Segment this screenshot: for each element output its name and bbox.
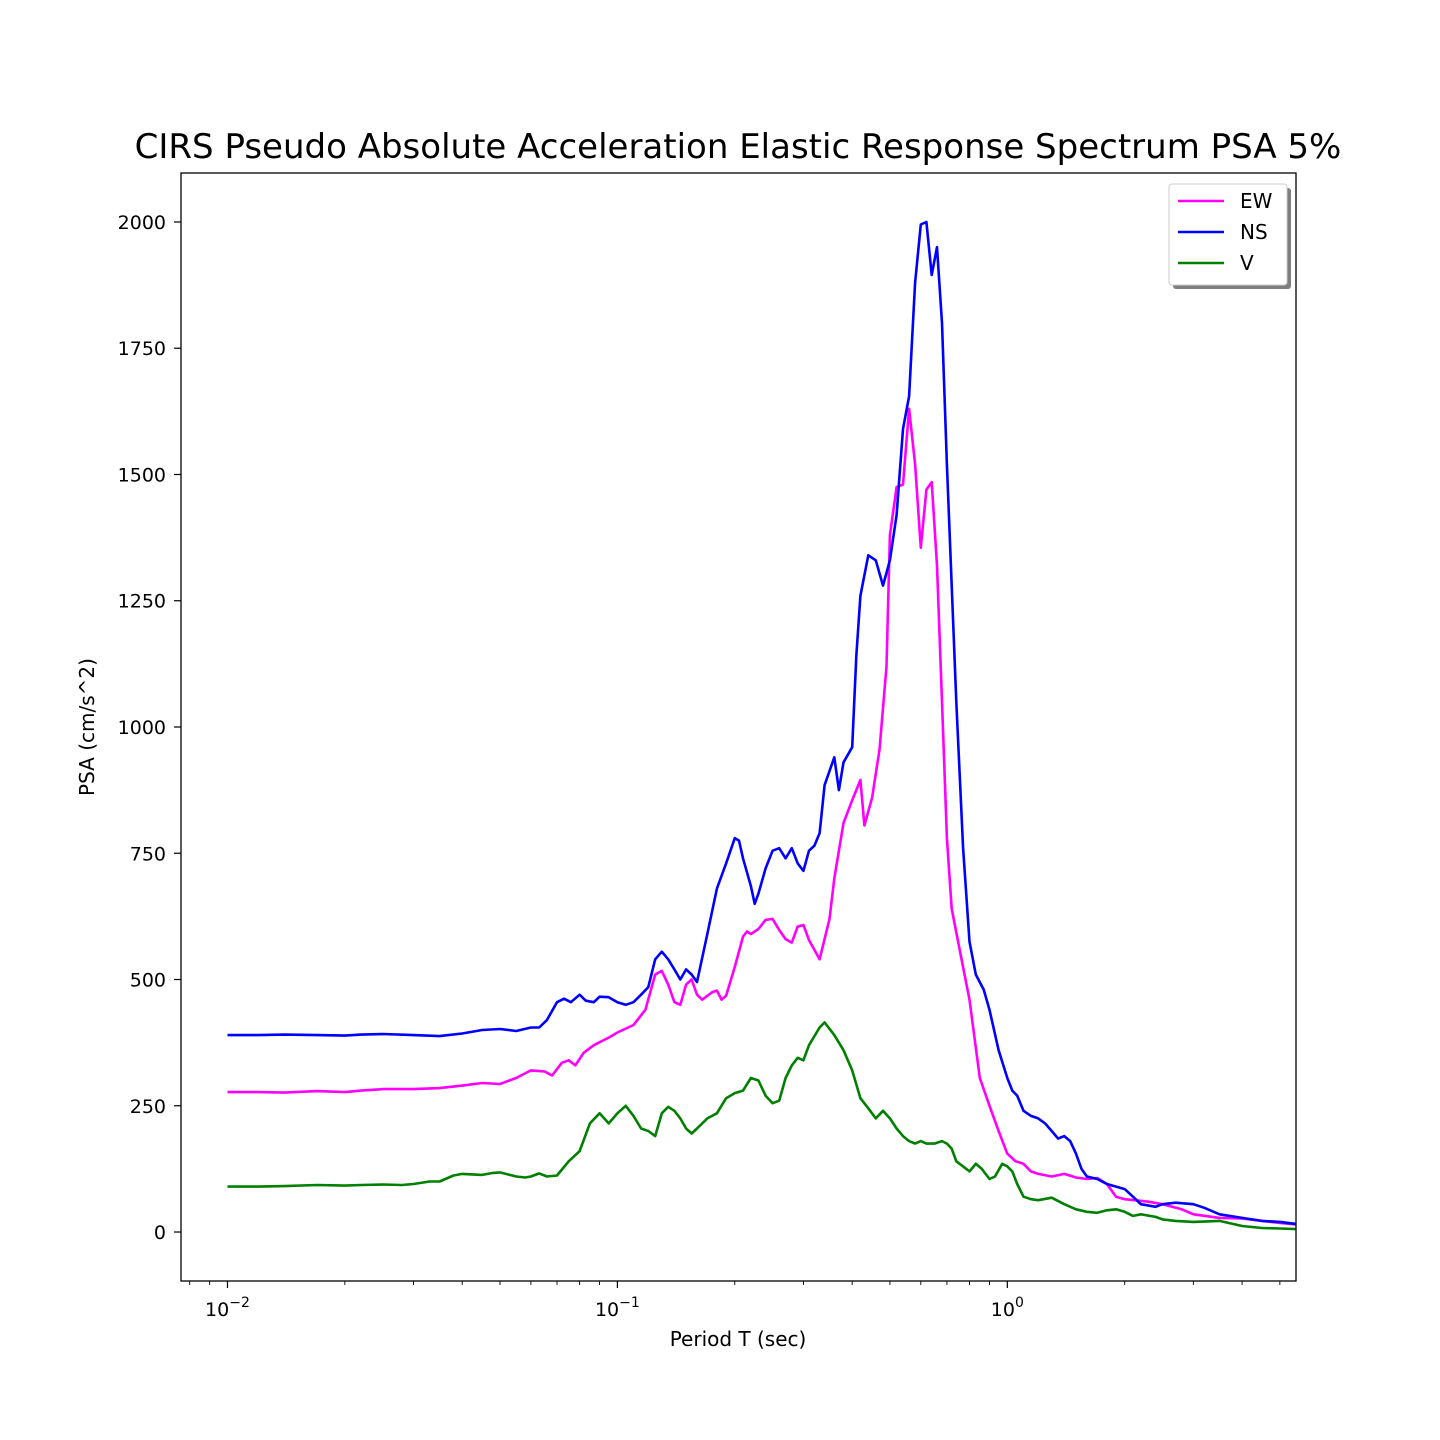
series-line-v [227,1021,1296,1231]
series-layer [227,220,1296,1231]
y-tick-label: 250 [130,1096,166,1118]
legend-label-ns: NS [1240,220,1268,244]
legend: EW NS V [1168,183,1291,289]
y-axis-label: PSA (cm/s^2) [75,658,99,796]
legend-label-ew: EW [1240,189,1273,213]
x-tick-label: 10−2 [205,1295,250,1321]
y-tick-label: 1000 [118,717,166,739]
x-tick-label: 10−1 [595,1295,640,1321]
y-tick-label: 750 [130,843,166,865]
chart-title: CIRS Pseudo Absolute Acceleration Elasti… [135,127,1342,167]
series-line-ew [227,407,1296,1226]
y-tick-label: 500 [130,970,166,992]
legend-label-v: V [1240,251,1254,275]
plot-frame [180,172,1297,1282]
x-tick-label: 100 [991,1295,1024,1321]
y-tick-label: 1750 [118,338,166,360]
y-tick-label: 1250 [118,591,166,613]
y-tick-label: 1500 [118,464,166,486]
y-tick-label: 0 [154,1222,166,1244]
x-axis-ticks: 10−2 10−1 100 [189,1281,1281,1321]
y-axis-ticks: 0 250 500 750 1000 1250 1500 1750 2000 [118,212,181,1244]
legend-box [1168,183,1288,286]
y-tick-label: 2000 [118,212,166,234]
x-axis-label: Period T (sec) [670,1327,807,1351]
series-line-ns [227,220,1296,1226]
